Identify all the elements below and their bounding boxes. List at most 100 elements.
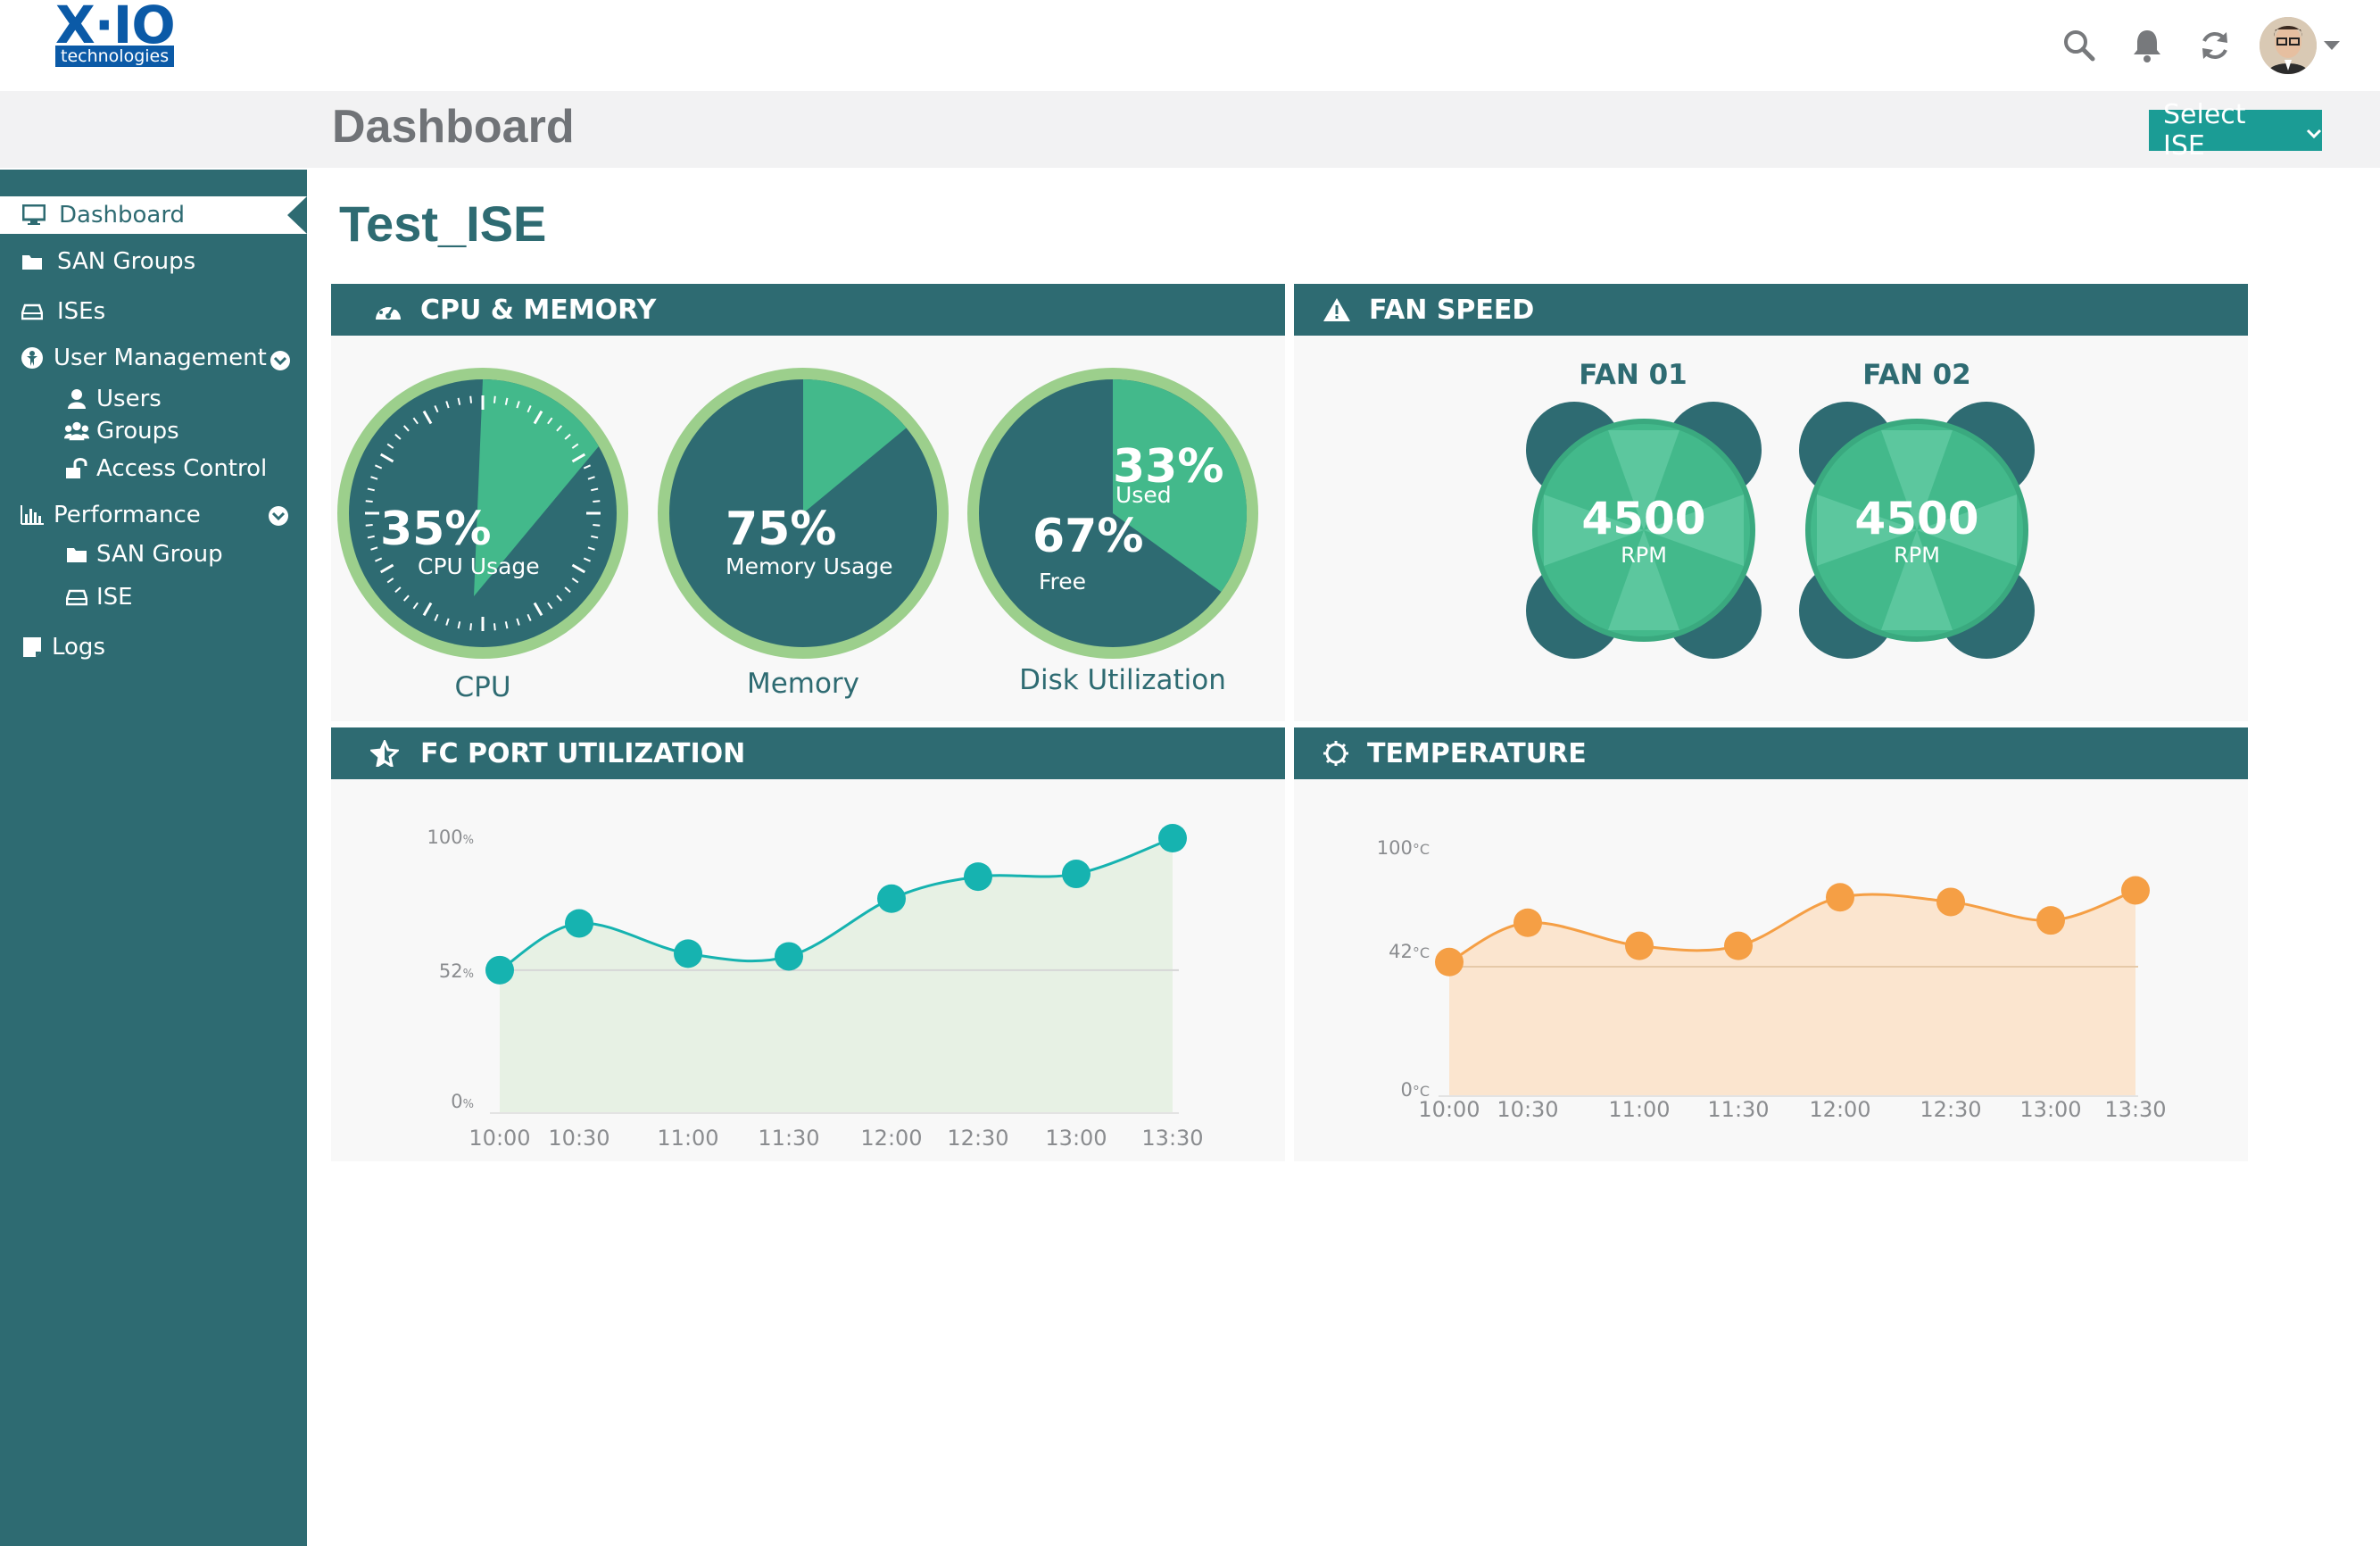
drive-icon (64, 585, 89, 610)
memory-free-slice (803, 379, 907, 513)
gauge-tick (370, 546, 378, 551)
sidebar-item-label: Users (96, 386, 162, 412)
chevron-down-icon[interactable] (270, 350, 291, 375)
gauge-tick (412, 417, 419, 425)
cpu-gauge-label: CPU (454, 671, 511, 703)
fan-02-value: 4500 (1854, 493, 1978, 544)
gauge-tick (533, 410, 543, 425)
company-logo[interactable]: X·IO technologies (55, 0, 180, 75)
avatar[interactable] (2260, 17, 2317, 74)
sidebar-item-groups[interactable]: Groups (64, 418, 179, 445)
star-icon (370, 740, 399, 767)
cpu-usage-slice (474, 379, 599, 596)
x-tick-label: 10:30 (548, 1126, 610, 1151)
sidebar-item-performance[interactable]: Performance (20, 502, 201, 528)
sidebar-item-label: SAN Group (96, 541, 223, 568)
gauge-tick (571, 453, 586, 463)
x-tick-label: 10:00 (1418, 1097, 1480, 1122)
gauge-tick (556, 594, 563, 602)
gauge-tick (556, 425, 563, 432)
y-tick-unit: °C (1413, 1083, 1430, 1100)
fan-02-name: FAN 02 (1862, 359, 1971, 391)
gauge-tick (587, 546, 595, 551)
panel-title: TEMPERATURE (1367, 737, 1587, 769)
sidebar-item-ise[interactable]: ISE (64, 584, 133, 611)
dashboard-gauge-icon (374, 298, 402, 321)
x-tick-label: 11:30 (1707, 1097, 1769, 1122)
data-point (877, 884, 906, 913)
sidebar-item-label: Access Control (96, 455, 268, 482)
active-pointer (287, 196, 307, 234)
select-ise-label: Select ISE (2163, 99, 2246, 162)
gauge-tick (564, 586, 571, 594)
chevron-down-icon[interactable] (2324, 41, 2340, 50)
sidebar-item-dashboard[interactable]: Dashboard (0, 196, 307, 234)
gauge-tick (593, 500, 601, 503)
bell-icon[interactable] (2127, 26, 2167, 65)
logo-sub: technologies (55, 46, 175, 67)
x-tick-label: 10:30 (1497, 1097, 1558, 1122)
x-tick-label: 12:30 (1920, 1097, 1981, 1122)
sidebar-item-san-groups[interactable]: SAN Groups (20, 248, 195, 275)
sidebar-item-label: Logs (52, 634, 105, 661)
fan-02-unit: RPM (1894, 543, 1940, 568)
gauge-tick (375, 464, 383, 470)
sidebar-item-users[interactable]: Users (64, 386, 162, 412)
y-tick-label: 42°C (1389, 941, 1430, 962)
gauge-tick (527, 613, 532, 621)
page-title: Dashboard (332, 101, 575, 153)
gauge-tick-marks (365, 395, 601, 631)
gauge-tick (571, 578, 579, 584)
chevron-down-icon[interactable] (268, 505, 289, 530)
gauge-tick (434, 405, 439, 413)
sidebar-item-san-group[interactable]: SAN Group (64, 541, 223, 568)
top-actions (2031, 14, 2340, 77)
sidebar-item-label: Dashboard (59, 202, 186, 229)
gauge-tick (591, 535, 599, 539)
sidebar-item-user-management[interactable]: User Management (20, 345, 267, 371)
gauge-tick (547, 417, 553, 425)
fan-speed-panel (1294, 336, 2248, 721)
gauge-tick (587, 476, 595, 480)
gauge-tick (583, 464, 591, 470)
sidebar-item-access-control[interactable]: Access Control (64, 455, 267, 482)
fan-01-name: FAN 01 (1579, 359, 1688, 391)
ise-name-heading: Test_ISE (339, 195, 547, 252)
fan-01-unit: RPM (1621, 543, 1667, 568)
gauge-tick (365, 523, 373, 527)
user-icon (64, 386, 89, 411)
data-point (964, 862, 992, 892)
gauge-tick (394, 433, 402, 440)
sidebar-item-label: User Management (54, 345, 267, 371)
disk-free-label: Free (1039, 569, 1086, 594)
temperature-chart: 10:00 10:30 11:00 11:30 12:00 12:30 13:00 13:30… (1377, 837, 2167, 1122)
x-tick-label: 11:00 (657, 1126, 718, 1151)
memory-gauge-label: Memory (746, 668, 860, 700)
x-tick-label: 12:00 (1809, 1097, 1870, 1122)
sidebar (0, 170, 307, 1546)
fan-speed-panel-header: FAN SPEED (1294, 284, 2248, 336)
data-point (1062, 860, 1090, 889)
data-point (1158, 824, 1187, 852)
refresh-icon[interactable] (2195, 26, 2235, 65)
data-point (1936, 887, 1965, 917)
y-tick-unit: °C (1413, 944, 1430, 961)
memory-percent: 75% (726, 503, 836, 556)
gauge-tick (386, 443, 394, 449)
gauge-tick (422, 602, 433, 617)
x-tick-label: 13:30 (1141, 1126, 1203, 1151)
gauge-tick (365, 500, 373, 503)
memory-gauge: 75% Memory Usage (658, 368, 949, 659)
sidebar-item-ises[interactable]: ISEs (20, 298, 105, 325)
sidebar-item-label: Groups (96, 418, 179, 445)
search-icon[interactable] (2060, 26, 2099, 65)
gauge-tick (422, 410, 433, 425)
chevron-down-icon (2306, 115, 2322, 146)
select-ise-dropdown[interactable]: Select ISE (2149, 99, 2322, 162)
gauge-tick (434, 613, 439, 621)
header-bar (0, 91, 2380, 168)
sidebar-item-logs[interactable]: Logs (20, 634, 105, 661)
warning-icon (1323, 297, 1351, 322)
gauge-tick (591, 487, 599, 492)
data-point (2036, 906, 2065, 935)
